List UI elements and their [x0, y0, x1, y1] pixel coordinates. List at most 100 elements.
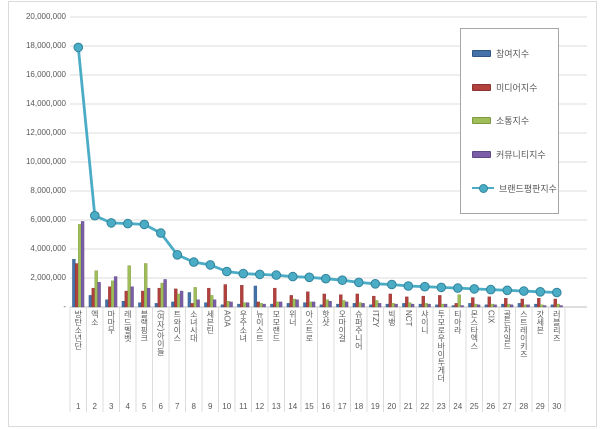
y-tick-label: 6,000,000	[30, 215, 66, 224]
bar-participation	[369, 304, 373, 308]
x-category-label: 위너	[285, 310, 302, 398]
bar-participation	[319, 304, 324, 308]
legend-item-communication: 소통지수	[472, 114, 556, 127]
brand-index-marker	[403, 281, 414, 291]
x-category-label: 방탄소년단	[70, 310, 87, 398]
bar-communication	[144, 263, 148, 308]
y-tick-label: 2,000,000	[30, 273, 66, 282]
legend-swatch-participation	[472, 50, 491, 58]
brand-index-marker	[139, 219, 150, 230]
x-category-label: 러블리즈	[549, 310, 566, 398]
bar-media	[388, 293, 392, 308]
brand-index-marker	[205, 260, 216, 270]
bar-media	[405, 296, 409, 308]
bar-communication	[424, 303, 428, 308]
x-rank-label: 17	[337, 402, 347, 411]
bar-media	[124, 290, 128, 308]
x-category-label-text: 빅뱅	[387, 310, 397, 326]
x-category-label: NCT	[400, 310, 417, 398]
x-category-label-text: 골든차일드	[502, 310, 512, 350]
x-category-label-text: 위너	[288, 310, 298, 326]
x-category-label-text: 티아라	[453, 310, 463, 334]
x-category-label: 뉴이스트	[252, 310, 269, 398]
x-rank-label: 23	[436, 402, 446, 411]
x-category-label-text: 트와이스	[172, 310, 182, 342]
bar-community	[229, 301, 233, 308]
bar-media	[421, 295, 425, 308]
y-tick-label: 16,000,000	[25, 70, 66, 79]
brand-index-marker	[222, 266, 232, 277]
brand-index-marker	[519, 286, 529, 296]
x-category-label: 티아라	[450, 310, 467, 398]
x-rank-label: 19	[370, 402, 380, 411]
bar-community	[344, 301, 349, 308]
brand-index-marker	[420, 281, 430, 292]
bar-communication	[276, 301, 280, 308]
x-category-label: 소녀시대	[186, 310, 203, 398]
bar-participation	[517, 303, 522, 308]
brand-index-marker	[552, 287, 562, 298]
bar-community	[460, 305, 464, 308]
legend-item-brand-reputation: 브랜드평판지수	[472, 182, 557, 195]
brand-index-marker	[123, 218, 133, 229]
x-rank-label: 18	[354, 402, 364, 411]
x-rank-label: 10	[222, 402, 232, 411]
x-category-label: ITZY	[367, 310, 384, 398]
brand-index-marker	[254, 269, 265, 280]
bar-communication	[78, 224, 82, 308]
x-category-label-text: 엑소	[90, 310, 100, 326]
x-category-label-text: 투모로우바이투게더	[436, 310, 446, 382]
x-category-label-text: AOA	[222, 310, 232, 327]
x-category-label: 투모로우바이투게더	[433, 310, 450, 398]
x-rank-label: 2	[92, 402, 97, 411]
bar-participation	[336, 303, 340, 308]
brand-index-marker	[387, 279, 397, 290]
bar-communication	[391, 303, 395, 308]
bar-community	[493, 304, 497, 308]
x-category-label: 트와이스	[169, 310, 186, 398]
x-category-label: 아스트로	[301, 310, 318, 398]
bar-communication	[358, 302, 362, 308]
bar-media	[240, 285, 244, 308]
brand-index-marker	[304, 272, 315, 283]
x-category-label-text: (여자)아이들	[156, 310, 166, 356]
brand-index-marker	[354, 277, 364, 288]
bar-community	[97, 282, 101, 308]
y-tick-label: 18,000,000	[25, 41, 66, 50]
brand-index-marker	[436, 282, 447, 293]
bar-communication	[292, 298, 296, 308]
bar-communication	[193, 287, 197, 308]
bar-participation	[352, 303, 357, 308]
bar-communication	[127, 265, 131, 308]
bar-communication	[540, 304, 544, 308]
bar-communication	[111, 280, 115, 308]
brand-index-marker	[172, 250, 183, 260]
bar-media	[75, 263, 79, 308]
bar-community	[245, 302, 250, 308]
bar-participation	[435, 304, 439, 308]
bar-community	[295, 299, 299, 308]
bar-media	[339, 294, 343, 308]
x-category-label: 골든차일드	[499, 310, 516, 398]
x-category-label: 모모랜드	[268, 310, 285, 398]
bar-communication	[94, 270, 98, 308]
bar-participation	[303, 302, 307, 308]
bar-participation	[385, 303, 390, 308]
bar-communication	[375, 300, 379, 308]
y-tick-label: 20,000,000	[25, 12, 66, 21]
bar-community	[476, 304, 481, 308]
x-rank-label: 14	[288, 402, 298, 411]
x-rank-label: 27	[502, 402, 512, 411]
bar-participation	[286, 303, 291, 308]
x-category-label-text: 슈퍼주니어	[354, 310, 364, 350]
bar-media	[256, 301, 260, 308]
bar-media	[108, 286, 112, 308]
brand-index-marker	[288, 271, 298, 282]
brand-index-marker	[106, 218, 117, 228]
bar-media	[306, 291, 310, 308]
x-category-label: 몬스타엑스	[466, 310, 483, 398]
x-category-label-text: 오마이걸	[337, 310, 347, 342]
x-category-label-text: CIX	[486, 310, 496, 324]
x-category-label: 레드벨벳	[120, 310, 137, 398]
legend-item-community: 커뮤니티지수	[472, 148, 556, 161]
